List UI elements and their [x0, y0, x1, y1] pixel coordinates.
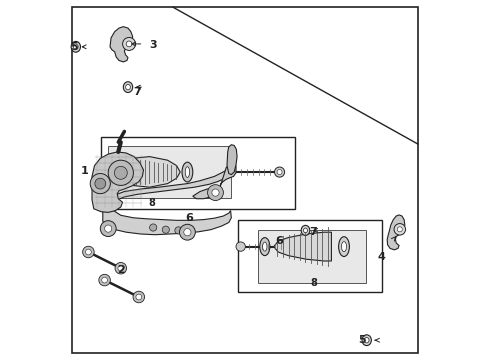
Circle shape — [114, 166, 127, 179]
Circle shape — [104, 225, 112, 232]
Ellipse shape — [365, 338, 369, 343]
Circle shape — [212, 189, 219, 196]
Circle shape — [208, 185, 223, 201]
Circle shape — [102, 277, 107, 283]
Circle shape — [118, 265, 123, 271]
Polygon shape — [92, 152, 144, 212]
Ellipse shape — [339, 237, 349, 256]
Text: 6: 6 — [275, 236, 283, 246]
Circle shape — [162, 226, 170, 233]
Circle shape — [236, 242, 245, 251]
Circle shape — [86, 249, 91, 255]
Text: 5: 5 — [358, 335, 366, 345]
Ellipse shape — [263, 242, 267, 251]
Circle shape — [136, 294, 142, 300]
Circle shape — [99, 274, 110, 286]
Ellipse shape — [123, 82, 133, 93]
Circle shape — [133, 291, 145, 303]
Circle shape — [149, 224, 157, 231]
Circle shape — [175, 227, 182, 234]
Circle shape — [179, 224, 196, 240]
Text: 2: 2 — [117, 265, 124, 275]
Ellipse shape — [301, 225, 310, 235]
Polygon shape — [193, 164, 236, 199]
Polygon shape — [132, 157, 180, 187]
Ellipse shape — [303, 228, 307, 233]
Ellipse shape — [74, 44, 78, 49]
Text: 6: 6 — [185, 213, 193, 223]
Text: 7: 7 — [310, 227, 317, 237]
Text: 7: 7 — [133, 87, 141, 97]
Text: 4: 4 — [378, 252, 386, 262]
Ellipse shape — [185, 167, 190, 177]
Circle shape — [122, 37, 136, 50]
Circle shape — [184, 229, 191, 236]
Circle shape — [115, 262, 126, 274]
Circle shape — [277, 170, 282, 175]
Circle shape — [397, 227, 402, 232]
Text: 8: 8 — [148, 198, 155, 208]
Bar — [258, 230, 366, 283]
Circle shape — [108, 160, 133, 185]
Circle shape — [83, 246, 94, 258]
Text: 5: 5 — [70, 42, 78, 52]
Circle shape — [95, 178, 106, 189]
Ellipse shape — [342, 242, 346, 252]
Polygon shape — [387, 215, 405, 250]
Ellipse shape — [362, 335, 371, 346]
Circle shape — [394, 224, 406, 235]
Polygon shape — [227, 145, 237, 175]
Circle shape — [274, 167, 285, 177]
Ellipse shape — [182, 162, 193, 182]
Ellipse shape — [115, 167, 120, 177]
Circle shape — [126, 41, 132, 47]
Ellipse shape — [112, 162, 122, 182]
Polygon shape — [110, 27, 133, 62]
Bar — [238, 220, 382, 292]
Ellipse shape — [125, 85, 130, 90]
Circle shape — [100, 221, 116, 237]
Ellipse shape — [71, 41, 80, 52]
Ellipse shape — [260, 238, 270, 256]
Text: 8: 8 — [310, 278, 317, 288]
Bar — [108, 146, 231, 198]
Polygon shape — [103, 167, 231, 235]
Polygon shape — [274, 232, 331, 261]
Text: 3: 3 — [149, 40, 157, 50]
Circle shape — [90, 174, 110, 194]
Bar — [101, 137, 295, 209]
Text: 1: 1 — [81, 166, 89, 176]
